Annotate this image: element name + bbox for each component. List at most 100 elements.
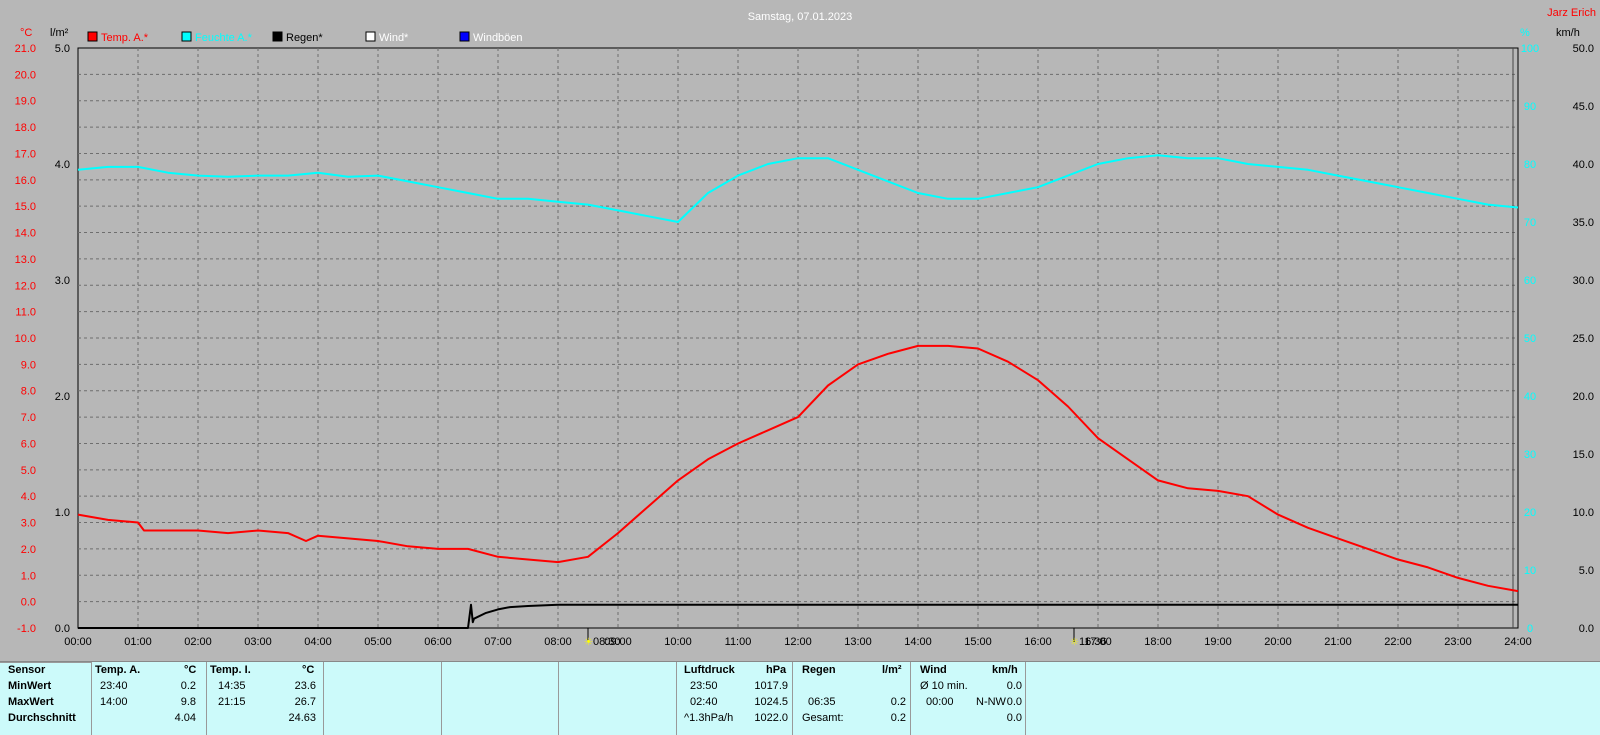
row-label-min: MinWert	[8, 680, 52, 692]
wind-tick-label: 0.0	[1579, 623, 1594, 635]
pressure-max-time: 02:40	[690, 696, 718, 708]
rain-tick-label: 1.0	[55, 507, 70, 519]
wind-header: Wind	[920, 664, 947, 676]
humidity-tick-label: 10	[1524, 565, 1536, 577]
temp-i-min-value: 23.6	[294, 680, 316, 692]
wind-tick-label: 5.0	[1579, 565, 1594, 577]
pressure-avg-value: 1022.0	[754, 712, 788, 724]
x-tick-label: 16:00	[1024, 636, 1052, 648]
temp-tick-label: 8.0	[21, 386, 36, 398]
wind-tick-label: 35.0	[1573, 217, 1594, 229]
x-tick-label: 08:00	[544, 636, 572, 648]
x-tick-label: 17:00	[1084, 636, 1112, 648]
x-tick-label: 04:00	[304, 636, 332, 648]
temp-a-min-time: 23:40	[100, 680, 128, 692]
temp-i-unit: °C	[302, 664, 315, 676]
temp-i-header: Temp. I.	[210, 664, 251, 676]
row-label-avg: Durchschnitt	[8, 712, 76, 724]
wind-tick-label: 40.0	[1573, 159, 1594, 171]
wind-max-value: 0.0	[1006, 696, 1022, 708]
temp-tick-label: -1.0	[17, 623, 36, 635]
pressure-max-value: 1024.5	[754, 696, 788, 708]
x-tick-label: 22:00	[1384, 636, 1412, 648]
x-tick-label: 07:00	[484, 636, 512, 648]
x-tick-label: 13:00	[844, 636, 872, 648]
rain-tick-label: 2.0	[55, 391, 70, 403]
legend-label: Wind*	[379, 32, 409, 44]
grid	[78, 48, 1518, 628]
x-tick-label: 03:00	[244, 636, 272, 648]
wind-tick-label: 25.0	[1573, 333, 1594, 345]
sunrise-icon: ☀	[584, 637, 593, 648]
legend-label: Feuchte A.*	[195, 32, 253, 44]
wind-unit: km/h	[1556, 27, 1580, 39]
x-tick-label: 00:00	[64, 636, 92, 648]
row-label-max: MaxWert	[8, 696, 54, 708]
marker-label: 16:36	[1079, 636, 1107, 648]
legend-swatch	[181, 31, 192, 42]
pressure-min-time: 23:50	[690, 680, 718, 692]
wind-max-direction: N-NW	[976, 696, 1006, 708]
rain-total-label: Gesamt:	[802, 712, 844, 724]
x-tick-label: 05:00	[364, 636, 392, 648]
temp-tick-label: 21.0	[15, 43, 36, 55]
pressure-trend: ^1.3hPa/h	[684, 712, 734, 724]
temp-a-unit: °C	[184, 664, 197, 676]
temp-tick-label: 0.0	[21, 597, 36, 609]
pressure-min-value: 1017.9	[754, 680, 788, 692]
temp-tick-label: 6.0	[21, 438, 36, 450]
temp-tick-label: 9.0	[21, 359, 36, 371]
humidity-tick-label: 50	[1524, 333, 1536, 345]
wind-tick-label: 45.0	[1573, 101, 1594, 113]
x-tick-label: 24:00	[1504, 636, 1532, 648]
temp-tick-label: 3.0	[21, 518, 36, 530]
legend-label: Regen*	[286, 32, 323, 44]
wind-tick-label: 15.0	[1573, 449, 1594, 461]
x-tick-label: 09:00	[604, 636, 632, 648]
wind-max-time: 00:00	[926, 696, 954, 708]
humidity-tick-label: 100	[1521, 43, 1539, 55]
wind-avg-label: Ø 10 min.	[920, 680, 968, 692]
temp-tick-label: 10.0	[15, 333, 36, 345]
rain-tick-label: 3.0	[55, 275, 70, 287]
marker-label: 08:30	[593, 636, 621, 648]
x-tick-label: 11:00	[725, 636, 752, 648]
temp-tick-label: 15.0	[15, 201, 36, 213]
x-tick-label: 15:00	[964, 636, 992, 648]
rain-unit: l/m²	[882, 664, 902, 676]
wind-avg-value: 0.0	[1006, 680, 1022, 692]
x-tick-label: 12:00	[784, 636, 812, 648]
rain-tick-label: 5.0	[55, 43, 70, 55]
wind-tick-label: 20.0	[1573, 391, 1594, 403]
temp-tick-label: 19.0	[15, 96, 36, 108]
x-tick-label: 02:00	[184, 636, 212, 648]
x-tick-label: 14:00	[904, 636, 932, 648]
sensor-header: Sensor	[8, 664, 46, 676]
temp-tick-label: 4.0	[21, 491, 36, 503]
legend-label: Temp. A.*	[101, 32, 149, 44]
rain-max-time: 06:35	[808, 696, 836, 708]
legend-swatch	[365, 31, 376, 42]
wind-tick-label: 30.0	[1573, 275, 1594, 287]
sun-markers: ☀ 08:30 ☼ 16:36	[584, 628, 1107, 648]
x-tick-label: 20:00	[1264, 636, 1292, 648]
rain-header: Regen	[802, 664, 836, 676]
chart-title: Samstag, 07.01.2023	[748, 11, 853, 23]
humidity-tick-label: 80	[1524, 159, 1536, 171]
temp-tick-label: 12.0	[15, 280, 36, 292]
temp-tick-label: 13.0	[15, 254, 36, 266]
weather-chart: -1.0 0.0 1.0 2.0 3.0 4.0 5.0 6.0 7.0 8.0 9.0 10.0 11…	[15, 7, 1596, 648]
stats-table: Sensor MinWert MaxWert Durchschnitt Temp…	[0, 661, 1600, 735]
humidity-tick-label: 30	[1524, 449, 1536, 461]
wind-row3-value: 0.0	[1006, 712, 1022, 724]
wind-unit: km/h	[992, 664, 1018, 676]
temp-tick-label: 20.0	[15, 69, 36, 81]
wind-tick-label: 10.0	[1573, 507, 1594, 519]
legend-label: Windböen	[473, 32, 523, 44]
temp-a-avg-value: 4.04	[174, 712, 196, 724]
temp-a-max-value: 9.8	[180, 696, 196, 708]
rain-unit: l/m²	[50, 27, 69, 39]
temp-i-max-time: 21:15	[218, 696, 246, 708]
series-line	[78, 603, 1518, 629]
axis-labels: -1.0 0.0 1.0 2.0 3.0 4.0 5.0 6.0 7.0 8.0 9.0 10.0 11…	[15, 43, 1594, 648]
